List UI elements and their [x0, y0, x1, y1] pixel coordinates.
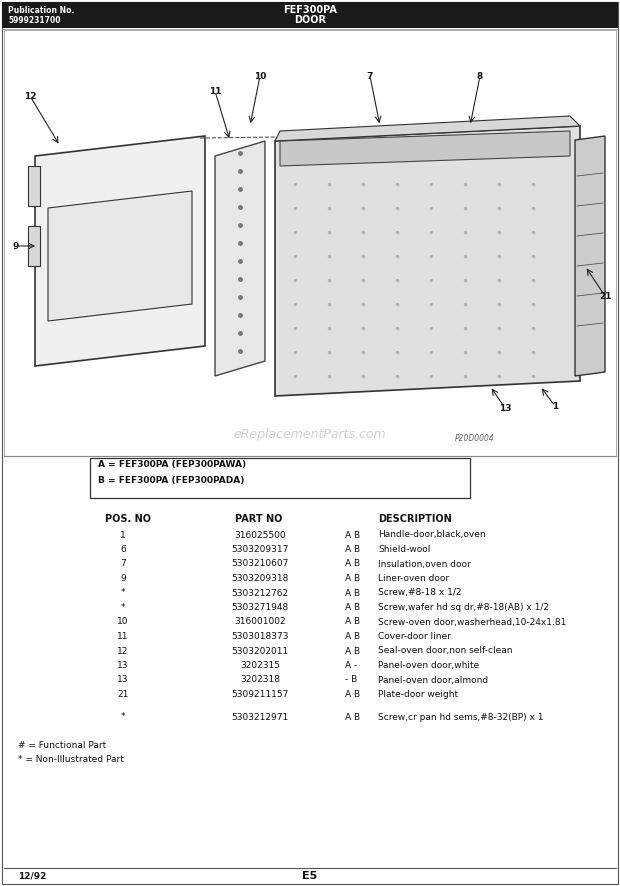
Text: 1: 1 [552, 401, 558, 410]
Text: *: * [121, 603, 125, 612]
Text: A B: A B [345, 632, 360, 641]
Text: Insulation,oven door: Insulation,oven door [378, 559, 471, 569]
Text: FEF300PA: FEF300PA [283, 5, 337, 15]
Text: Handle-door,black,oven: Handle-door,black,oven [378, 531, 485, 540]
Text: Liner-oven door: Liner-oven door [378, 574, 449, 583]
Text: 5303018373: 5303018373 [231, 632, 289, 641]
Text: DESCRIPTION: DESCRIPTION [378, 514, 452, 524]
Text: 13: 13 [498, 403, 511, 413]
Text: 11: 11 [209, 87, 221, 96]
Text: 12: 12 [24, 91, 36, 100]
Text: 6: 6 [120, 545, 126, 554]
Text: 12: 12 [117, 647, 129, 656]
Text: A B: A B [345, 603, 360, 612]
Polygon shape [28, 166, 40, 206]
Text: A B: A B [345, 712, 360, 721]
Text: 3202318: 3202318 [240, 675, 280, 685]
Text: 1: 1 [120, 531, 126, 540]
Text: 5303212971: 5303212971 [231, 712, 289, 721]
Text: A B: A B [345, 690, 360, 699]
Polygon shape [48, 191, 192, 321]
Text: - B: - B [345, 675, 357, 685]
Polygon shape [28, 226, 40, 266]
Text: Cover-door liner: Cover-door liner [378, 632, 451, 641]
Text: 5303209317: 5303209317 [231, 545, 289, 554]
Text: A B: A B [345, 574, 360, 583]
Text: 8: 8 [477, 72, 483, 81]
Text: A B: A B [345, 531, 360, 540]
Text: # = Functional Part: # = Functional Part [18, 741, 106, 750]
Text: 5303271948: 5303271948 [231, 603, 289, 612]
Text: 5303209318: 5303209318 [231, 574, 289, 583]
Text: 12/92: 12/92 [18, 872, 46, 881]
Text: Screw,cr pan hd sems,#8-32(BP) x 1: Screw,cr pan hd sems,#8-32(BP) x 1 [378, 712, 544, 721]
Text: POS. NO: POS. NO [105, 514, 151, 524]
Text: E5: E5 [303, 871, 317, 881]
Polygon shape [35, 136, 205, 366]
Text: Screw,#8-18 x 1/2: Screw,#8-18 x 1/2 [378, 588, 461, 597]
Text: 5309211157: 5309211157 [231, 690, 289, 699]
Text: 5303212762: 5303212762 [231, 588, 288, 597]
Text: Screw-oven door,washerhead,10-24x1.81: Screw-oven door,washerhead,10-24x1.81 [378, 618, 567, 626]
Text: 5999231700: 5999231700 [8, 15, 61, 25]
Bar [2, 2, 618, 28]
Text: Panel-oven door,white: Panel-oven door,white [378, 661, 479, 670]
Text: Seal-oven door,non self-clean: Seal-oven door,non self-clean [378, 647, 513, 656]
Text: 9: 9 [120, 574, 126, 583]
Text: 5303202011: 5303202011 [231, 647, 289, 656]
Text: A B: A B [345, 559, 360, 569]
Text: eReplacementParts.com: eReplacementParts.com [234, 428, 386, 440]
Text: Panel-oven door,almond: Panel-oven door,almond [378, 675, 488, 685]
Text: A B: A B [345, 647, 360, 656]
Text: Plate-door weight: Plate-door weight [378, 690, 458, 699]
Text: 3202315: 3202315 [240, 661, 280, 670]
Text: DOOR: DOOR [294, 15, 326, 25]
Text: *: * [121, 712, 125, 721]
Text: Publication No.: Publication No. [8, 5, 74, 14]
Text: 7: 7 [120, 559, 126, 569]
Text: *: * [121, 588, 125, 597]
Text: 10: 10 [117, 618, 129, 626]
Text: B = FEF300PA (FEP300PADA): B = FEF300PA (FEP300PADA) [98, 476, 244, 485]
Text: P20D0004: P20D0004 [455, 434, 495, 443]
Text: 9: 9 [13, 242, 19, 251]
Text: A B: A B [345, 588, 360, 597]
Text: 316001002: 316001002 [234, 618, 286, 626]
Text: 10: 10 [254, 72, 266, 81]
Text: 7: 7 [367, 72, 373, 81]
Text: 21: 21 [117, 690, 129, 699]
Text: Shield-wool: Shield-wool [378, 545, 430, 554]
Polygon shape [215, 141, 265, 376]
Text: * = Non-Illustrated Part: * = Non-Illustrated Part [18, 755, 124, 764]
Polygon shape [275, 116, 580, 141]
Text: A = FEF300PA (FEP300PAWA): A = FEF300PA (FEP300PAWA) [98, 460, 246, 469]
Text: Screw,wafer hd sq dr,#8-18(AB) x 1/2: Screw,wafer hd sq dr,#8-18(AB) x 1/2 [378, 603, 549, 612]
Polygon shape [280, 131, 570, 166]
Text: A -: A - [345, 661, 357, 670]
Text: A B: A B [345, 618, 360, 626]
Text: PART NO: PART NO [235, 514, 282, 524]
Bar [90, 458, 470, 498]
Text: 13: 13 [117, 661, 129, 670]
Text: 5303210607: 5303210607 [231, 559, 289, 569]
Text: A B: A B [345, 545, 360, 554]
Text: 13: 13 [117, 675, 129, 685]
Polygon shape [575, 136, 605, 376]
Text: 316025500: 316025500 [234, 531, 286, 540]
Text: 21: 21 [599, 291, 611, 300]
Text: 11: 11 [117, 632, 129, 641]
Bar [4, 30, 616, 456]
Polygon shape [275, 126, 580, 396]
